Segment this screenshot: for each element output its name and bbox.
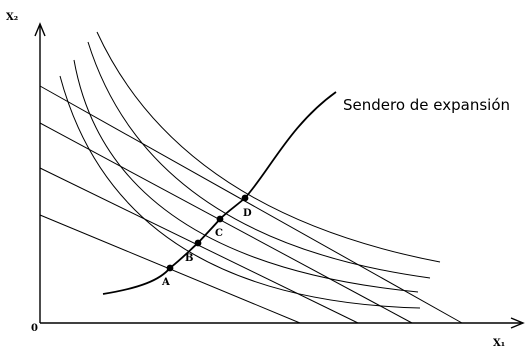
point-b-marker bbox=[194, 239, 202, 247]
expansion-path-label: Sendero de expansión bbox=[343, 96, 510, 114]
axes bbox=[34, 22, 525, 329]
budget-lines bbox=[39, 85, 463, 324]
point-c-label: C bbox=[215, 228, 223, 239]
tangency-points bbox=[166, 194, 249, 272]
indifference-curve-3 bbox=[87, 41, 431, 279]
origin-label: 0 bbox=[31, 323, 38, 334]
indifference-curve-1 bbox=[59, 75, 421, 309]
point-a-marker bbox=[166, 264, 174, 272]
indifference-curves bbox=[59, 31, 441, 309]
y-axis-label: X₂ bbox=[6, 12, 18, 23]
indifference-curve-4 bbox=[96, 31, 441, 263]
budget-line-4 bbox=[39, 85, 463, 324]
x-axis-arrow-icon bbox=[510, 317, 525, 329]
y-axis-arrow-icon bbox=[34, 22, 46, 37]
point-d-label: D bbox=[243, 208, 252, 219]
indifference-curve-2 bbox=[73, 59, 419, 293]
point-b-label: B bbox=[185, 253, 193, 264]
point-d-marker bbox=[241, 194, 249, 202]
budget-line-3 bbox=[39, 122, 413, 324]
x-axis-label: X₁ bbox=[493, 338, 505, 348]
expansion-path-curve bbox=[102, 91, 337, 295]
point-c-marker bbox=[216, 215, 224, 223]
point-a-label: A bbox=[161, 277, 170, 288]
